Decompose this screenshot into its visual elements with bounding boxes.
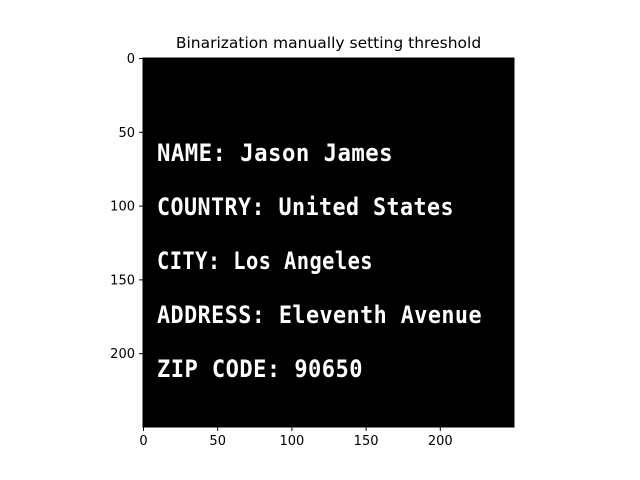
ticks-group: 0 50 100 150 200 0 50 100 150 200 <box>110 52 453 449</box>
image-text-country: COUNTRY: United States <box>157 193 454 221</box>
axes-frame <box>142 57 515 428</box>
y-tick-label: 200 <box>110 347 135 362</box>
image-text-address: ADDRESS: Eleventh Avenue <box>157 301 482 329</box>
y-tick-label: 100 <box>110 200 135 215</box>
image-text-city: CITY: Los Angeles <box>157 247 373 275</box>
image-text-name: NAME: Jason James <box>157 139 393 167</box>
x-tick-label: 0 <box>139 434 147 449</box>
x-tick-label: 200 <box>428 434 453 449</box>
y-tick-label: 150 <box>110 273 135 288</box>
image-text-zip: ZIP CODE: 90650 <box>157 355 363 383</box>
x-tick-label: 100 <box>279 434 304 449</box>
y-tick-label: 50 <box>118 126 135 141</box>
binarized-image <box>143 58 514 427</box>
y-tick-label: 0 <box>127 52 135 67</box>
plot-title: Binarization manually setting threshold <box>175 34 482 52</box>
image-text-group: NAME: Jason James COUNTRY: United States… <box>157 139 482 383</box>
x-tick-label: 150 <box>354 434 379 449</box>
x-tick-label: 50 <box>209 434 226 449</box>
